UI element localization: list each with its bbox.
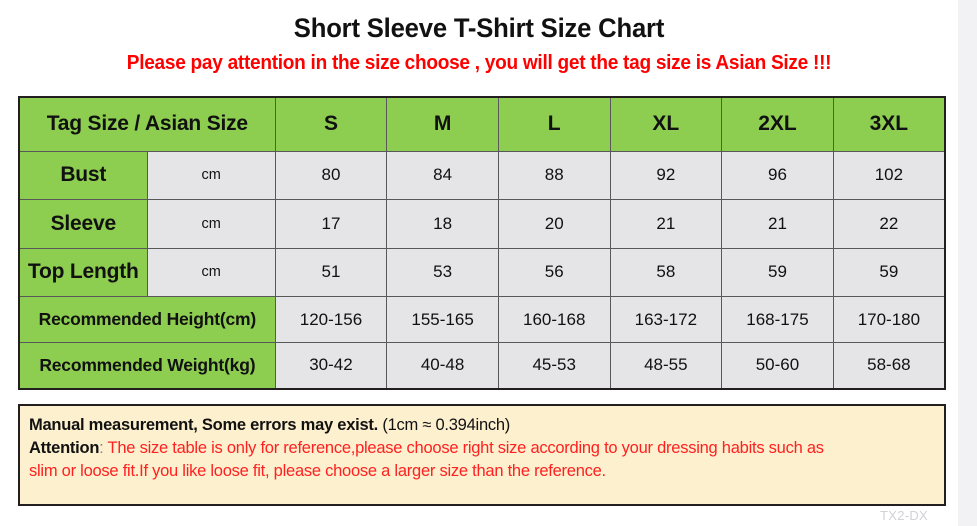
- row-unit-sleeve: cm: [146, 199, 276, 249]
- watermark: TX2-DX: [880, 508, 929, 523]
- table-row-bust: Bust cm 80 84 88 92 96 102: [18, 150, 946, 200]
- size-table-body: Tag Size / Asian Size S M L XL 2XL 3XL B…: [18, 96, 946, 389]
- cell-sleeve-3xl: 22: [832, 199, 946, 249]
- row-unit-bust: cm: [146, 150, 276, 200]
- row-label-bust: Bust: [18, 150, 148, 200]
- header-cell-size-m: M: [386, 96, 499, 152]
- cell-recommended-height-2xl: 168-175: [721, 296, 834, 343]
- cell-top-length-3xl: 59: [832, 247, 946, 297]
- table-row-recommended-weight: Recommended Weight(kg) 30-42 40-48 45-53…: [18, 342, 946, 389]
- table-row-top-length: Top Length cm 51 53 56 58 59 59: [18, 247, 946, 297]
- cell-bust-xl: 92: [609, 150, 723, 200]
- table-row-sleeve: Sleeve cm 17 18 20 21 21 22: [18, 199, 946, 249]
- cell-recommended-weight-m: 40-48: [386, 342, 499, 389]
- header-cell-size-xl: XL: [609, 96, 723, 152]
- header-cell-size-2xl: 2XL: [721, 96, 834, 152]
- note-attention-label: Attention: [29, 439, 100, 457]
- row-label-sleeve: Sleeve: [18, 199, 148, 249]
- table-header-row: Tag Size / Asian Size S M L XL 2XL 3XL: [18, 96, 946, 152]
- header-cell-size-3xl: 3XL: [832, 96, 946, 152]
- note-measurement-text: Manual measurement, Some errors may exis…: [29, 416, 378, 434]
- cell-sleeve-m: 18: [386, 199, 499, 249]
- right-edge-gutter: [958, 0, 977, 526]
- note-line-measurement: Manual measurement, Some errors may exis…: [29, 414, 935, 437]
- cell-recommended-weight-xl: 48-55: [609, 342, 723, 389]
- row-label-recommended-height: Recommended Height(cm): [18, 296, 276, 343]
- size-table-container: Tag Size / Asian Size S M L XL 2XL 3XL B…: [18, 96, 946, 390]
- note-line-attention: Attention: The size table is only for re…: [29, 437, 935, 460]
- cell-recommended-weight-3xl: 58-68: [832, 342, 946, 389]
- cell-recommended-height-3xl: 170-180: [832, 296, 946, 343]
- cell-recommended-height-m: 155-165: [386, 296, 499, 343]
- cell-top-length-s: 51: [274, 247, 388, 297]
- cell-bust-s: 80: [274, 150, 388, 200]
- size-table: Tag Size / Asian Size S M L XL 2XL 3XL B…: [18, 96, 946, 390]
- table-row-recommended-height: Recommended Height(cm) 120-156 155-165 1…: [18, 296, 946, 343]
- note-line-fit: slim or loose fit.If you like loose fit,…: [29, 460, 935, 483]
- cell-recommended-weight-2xl: 50-60: [721, 342, 834, 389]
- cell-recommended-height-xl: 163-172: [609, 296, 723, 343]
- cell-sleeve-2xl: 21: [721, 199, 834, 249]
- row-label-recommended-weight: Recommended Weight(kg): [18, 342, 276, 389]
- cell-recommended-weight-s: 30-42: [274, 342, 388, 389]
- cell-top-length-2xl: 59: [721, 247, 834, 297]
- header-cell-size-l: L: [497, 96, 611, 152]
- note-attention-separator: :: [99, 439, 104, 457]
- cell-recommended-weight-l: 45-53: [497, 342, 611, 389]
- page-title: Short Sleeve T-Shirt Size Chart: [293, 13, 665, 43]
- cell-sleeve-s: 17: [274, 199, 388, 249]
- row-label-top-length: Top Length: [18, 247, 148, 297]
- header-cell-size-s: S: [274, 96, 388, 152]
- cell-bust-m: 84: [386, 150, 499, 200]
- cell-recommended-height-s: 120-156: [274, 296, 388, 343]
- cell-sleeve-l: 20: [497, 199, 611, 249]
- cell-sleeve-xl: 21: [609, 199, 723, 249]
- cell-bust-l: 88: [497, 150, 611, 200]
- note-attention-text: The size table is only for reference,ple…: [107, 439, 824, 457]
- cell-recommended-height-l: 160-168: [497, 296, 611, 343]
- cell-bust-2xl: 96: [721, 150, 834, 200]
- cell-top-length-xl: 58: [609, 247, 723, 297]
- disclaimer-note-box: Manual measurement, Some errors may exis…: [18, 404, 946, 506]
- cell-top-length-m: 53: [386, 247, 499, 297]
- size-warning-subtitle: Please pay attention in the size choose …: [126, 51, 832, 74]
- cell-top-length-l: 56: [497, 247, 611, 297]
- cell-bust-3xl: 102: [832, 150, 946, 200]
- note-conversion-text: (1cm ≈ 0.394inch): [382, 416, 511, 434]
- header-cell-tag-size: Tag Size / Asian Size: [18, 96, 276, 152]
- row-unit-top-length: cm: [146, 247, 276, 297]
- note-fit-text: slim or loose fit.If you like loose fit,…: [29, 462, 606, 480]
